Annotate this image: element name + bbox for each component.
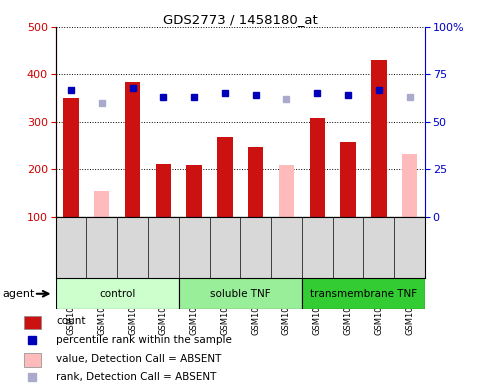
Bar bbox=[186, 165, 202, 217]
Bar bbox=[24, 353, 41, 367]
Bar bbox=[341, 142, 356, 217]
Bar bbox=[248, 147, 263, 217]
Bar bbox=[63, 98, 79, 217]
Text: count: count bbox=[56, 316, 85, 326]
Bar bbox=[279, 165, 294, 217]
Bar bbox=[156, 164, 171, 217]
Text: value, Detection Call = ABSENT: value, Detection Call = ABSENT bbox=[56, 354, 221, 364]
Bar bbox=[302, 278, 425, 309]
Text: agent: agent bbox=[2, 289, 35, 299]
Text: transmembrane TNF: transmembrane TNF bbox=[310, 289, 417, 299]
Bar bbox=[56, 278, 179, 309]
Bar bbox=[310, 118, 325, 217]
Text: soluble TNF: soluble TNF bbox=[210, 289, 270, 299]
Bar bbox=[24, 316, 41, 329]
Bar bbox=[402, 154, 417, 217]
Bar bbox=[371, 60, 386, 217]
Text: rank, Detection Call = ABSENT: rank, Detection Call = ABSENT bbox=[56, 372, 216, 382]
Title: GDS2773 / 1458180_at: GDS2773 / 1458180_at bbox=[163, 13, 318, 26]
Bar bbox=[125, 81, 140, 217]
Bar bbox=[94, 191, 110, 217]
Bar bbox=[217, 137, 233, 217]
Text: percentile rank within the sample: percentile rank within the sample bbox=[56, 335, 232, 345]
Text: control: control bbox=[99, 289, 135, 299]
Bar bbox=[179, 278, 302, 309]
